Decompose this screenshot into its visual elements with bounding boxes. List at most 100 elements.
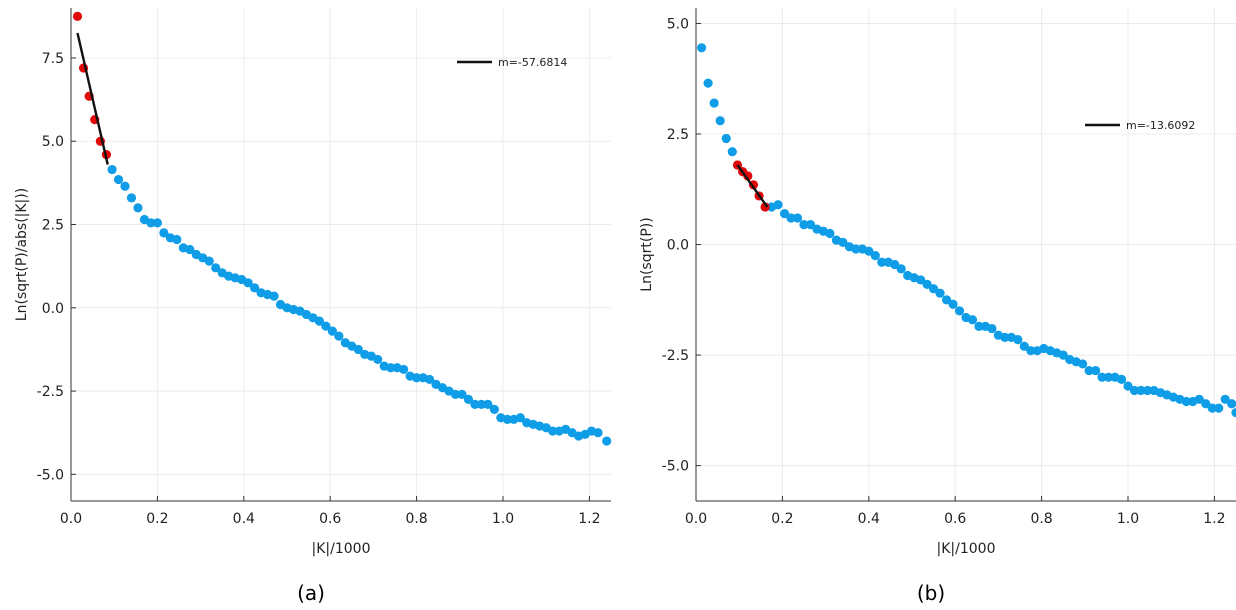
blue-data-point [424, 374, 435, 385]
blue-data-point [935, 288, 945, 298]
blue-data-point [269, 291, 279, 301]
blue-data-point [715, 116, 725, 126]
x-tick-label: 0.8 [405, 511, 427, 527]
blue-data-point [890, 259, 900, 270]
y-tick-label: -5.0 [37, 467, 64, 483]
blue-data-point [334, 331, 344, 341]
blue-data-point [1194, 394, 1204, 404]
blue-data-point [825, 228, 835, 239]
y-tick-label: -5.0 [662, 459, 689, 475]
blue-data-point [851, 244, 861, 254]
blue-data-point [954, 306, 965, 316]
y-tick-label: 5.0 [667, 16, 689, 32]
blue-data-point [211, 263, 221, 273]
blue-data-point [916, 275, 926, 285]
red-data-point [72, 11, 83, 21]
blue-data-point [113, 174, 124, 185]
blue-data-point [1026, 346, 1036, 356]
x-tick-label: 0.6 [944, 511, 966, 527]
y-tick-label: 0.0 [667, 238, 689, 254]
blue-data-point [321, 321, 331, 331]
blue-data-point [450, 389, 461, 400]
blue-data-point [470, 399, 480, 409]
y-tick-label: 2.5 [667, 127, 689, 143]
x-tick-label: 0.4 [233, 511, 255, 527]
chart-panel-a: 0.0 0.2 0.4 0.6 0.8 1.0 1.2 -5.0 -2.5 0.0 2.5 5.0 7.… [14, 8, 612, 605]
blue-data-point [870, 251, 880, 261]
fit-line [76, 32, 109, 165]
panel-caption: (a) [297, 581, 325, 605]
blue-data-point [779, 209, 790, 219]
blue-data-point [146, 218, 156, 228]
x-tick-label: 0.0 [60, 511, 82, 527]
blue-data-point [1231, 407, 1236, 418]
blue-data-point [489, 404, 499, 414]
blue-data-point [386, 363, 396, 373]
blue-data-point [721, 133, 731, 144]
blue-data-point [1084, 365, 1094, 376]
blue-data-point [1227, 399, 1236, 409]
x-axis-label: |K|/1000 [937, 541, 996, 557]
blue-data-point [948, 299, 958, 309]
blue-data-point [838, 237, 848, 247]
blue-data-point [120, 181, 130, 191]
blue-data-point [1091, 365, 1101, 376]
y-tick-label: 0.0 [42, 301, 64, 317]
blue-data-point [515, 413, 525, 423]
blue-data-point [1000, 332, 1010, 343]
x-tick-label: 0.2 [771, 511, 793, 527]
panel-caption: (b) [917, 581, 945, 605]
chart-panel-b: 0.0 0.2 0.4 0.6 0.8 1.0 1.2 -5.0 -2.5 0.0 2.5 5.0 |K… [639, 8, 1236, 605]
y-tick-label: -2.5 [37, 384, 64, 400]
x-tick-label: 0.4 [858, 511, 880, 527]
blue-data-point [792, 213, 803, 223]
blue-data-point [1207, 403, 1217, 413]
blue-data-point [773, 200, 783, 210]
x-axis-label: |K|/1000 [312, 541, 371, 557]
blue-data-point [463, 394, 474, 405]
blue-data-point [1136, 385, 1146, 396]
blue-data-point [941, 295, 952, 305]
x-tick-label: 1.0 [1117, 511, 1139, 527]
y-tick-label: 5.0 [42, 134, 64, 150]
blue-data-point [152, 218, 162, 228]
blue-data-point [133, 203, 143, 213]
x-tick-label: 0.2 [146, 511, 168, 527]
y-tick-label: 7.5 [42, 51, 64, 67]
blue-data-point [502, 414, 512, 424]
blue-data-point [412, 373, 422, 383]
blue-data-point [107, 164, 117, 175]
blue-data-point [602, 436, 612, 446]
blue-data-point [1123, 381, 1133, 391]
blue-data-point [896, 264, 906, 274]
red-data-point [760, 202, 770, 212]
blue-data-point [1220, 394, 1230, 404]
blue-data-point [476, 399, 486, 409]
blue-data-point [967, 315, 978, 325]
blue-data-point [1181, 396, 1191, 407]
blue-data-point [399, 364, 409, 375]
blue-data-point [1013, 335, 1023, 345]
y-axis-label: Ln(sqrt(P)) [639, 217, 655, 291]
blue-data-point [1116, 374, 1127, 385]
x-tick-label: 1.2 [1203, 511, 1225, 527]
blue-data-point [786, 213, 796, 223]
blue-data-point [126, 193, 137, 203]
blue-data-point [929, 284, 939, 294]
blue-data-point [373, 354, 383, 365]
blue-data-point [159, 228, 169, 238]
blue-data-point [1214, 403, 1224, 413]
blue-data-point [709, 98, 719, 108]
blue-data-point [250, 283, 260, 293]
blue-data-point [805, 220, 816, 230]
x-tick-label: 0.0 [685, 511, 707, 527]
blue-data-point [1058, 350, 1068, 360]
blue-data-point [703, 78, 713, 88]
blue-data-point [799, 220, 809, 230]
blue-data-point [1019, 341, 1029, 351]
blue-data-point [457, 389, 467, 400]
blue-data-point [204, 256, 214, 266]
blue-data-point [1103, 372, 1114, 382]
blue-data-point [1201, 399, 1211, 409]
